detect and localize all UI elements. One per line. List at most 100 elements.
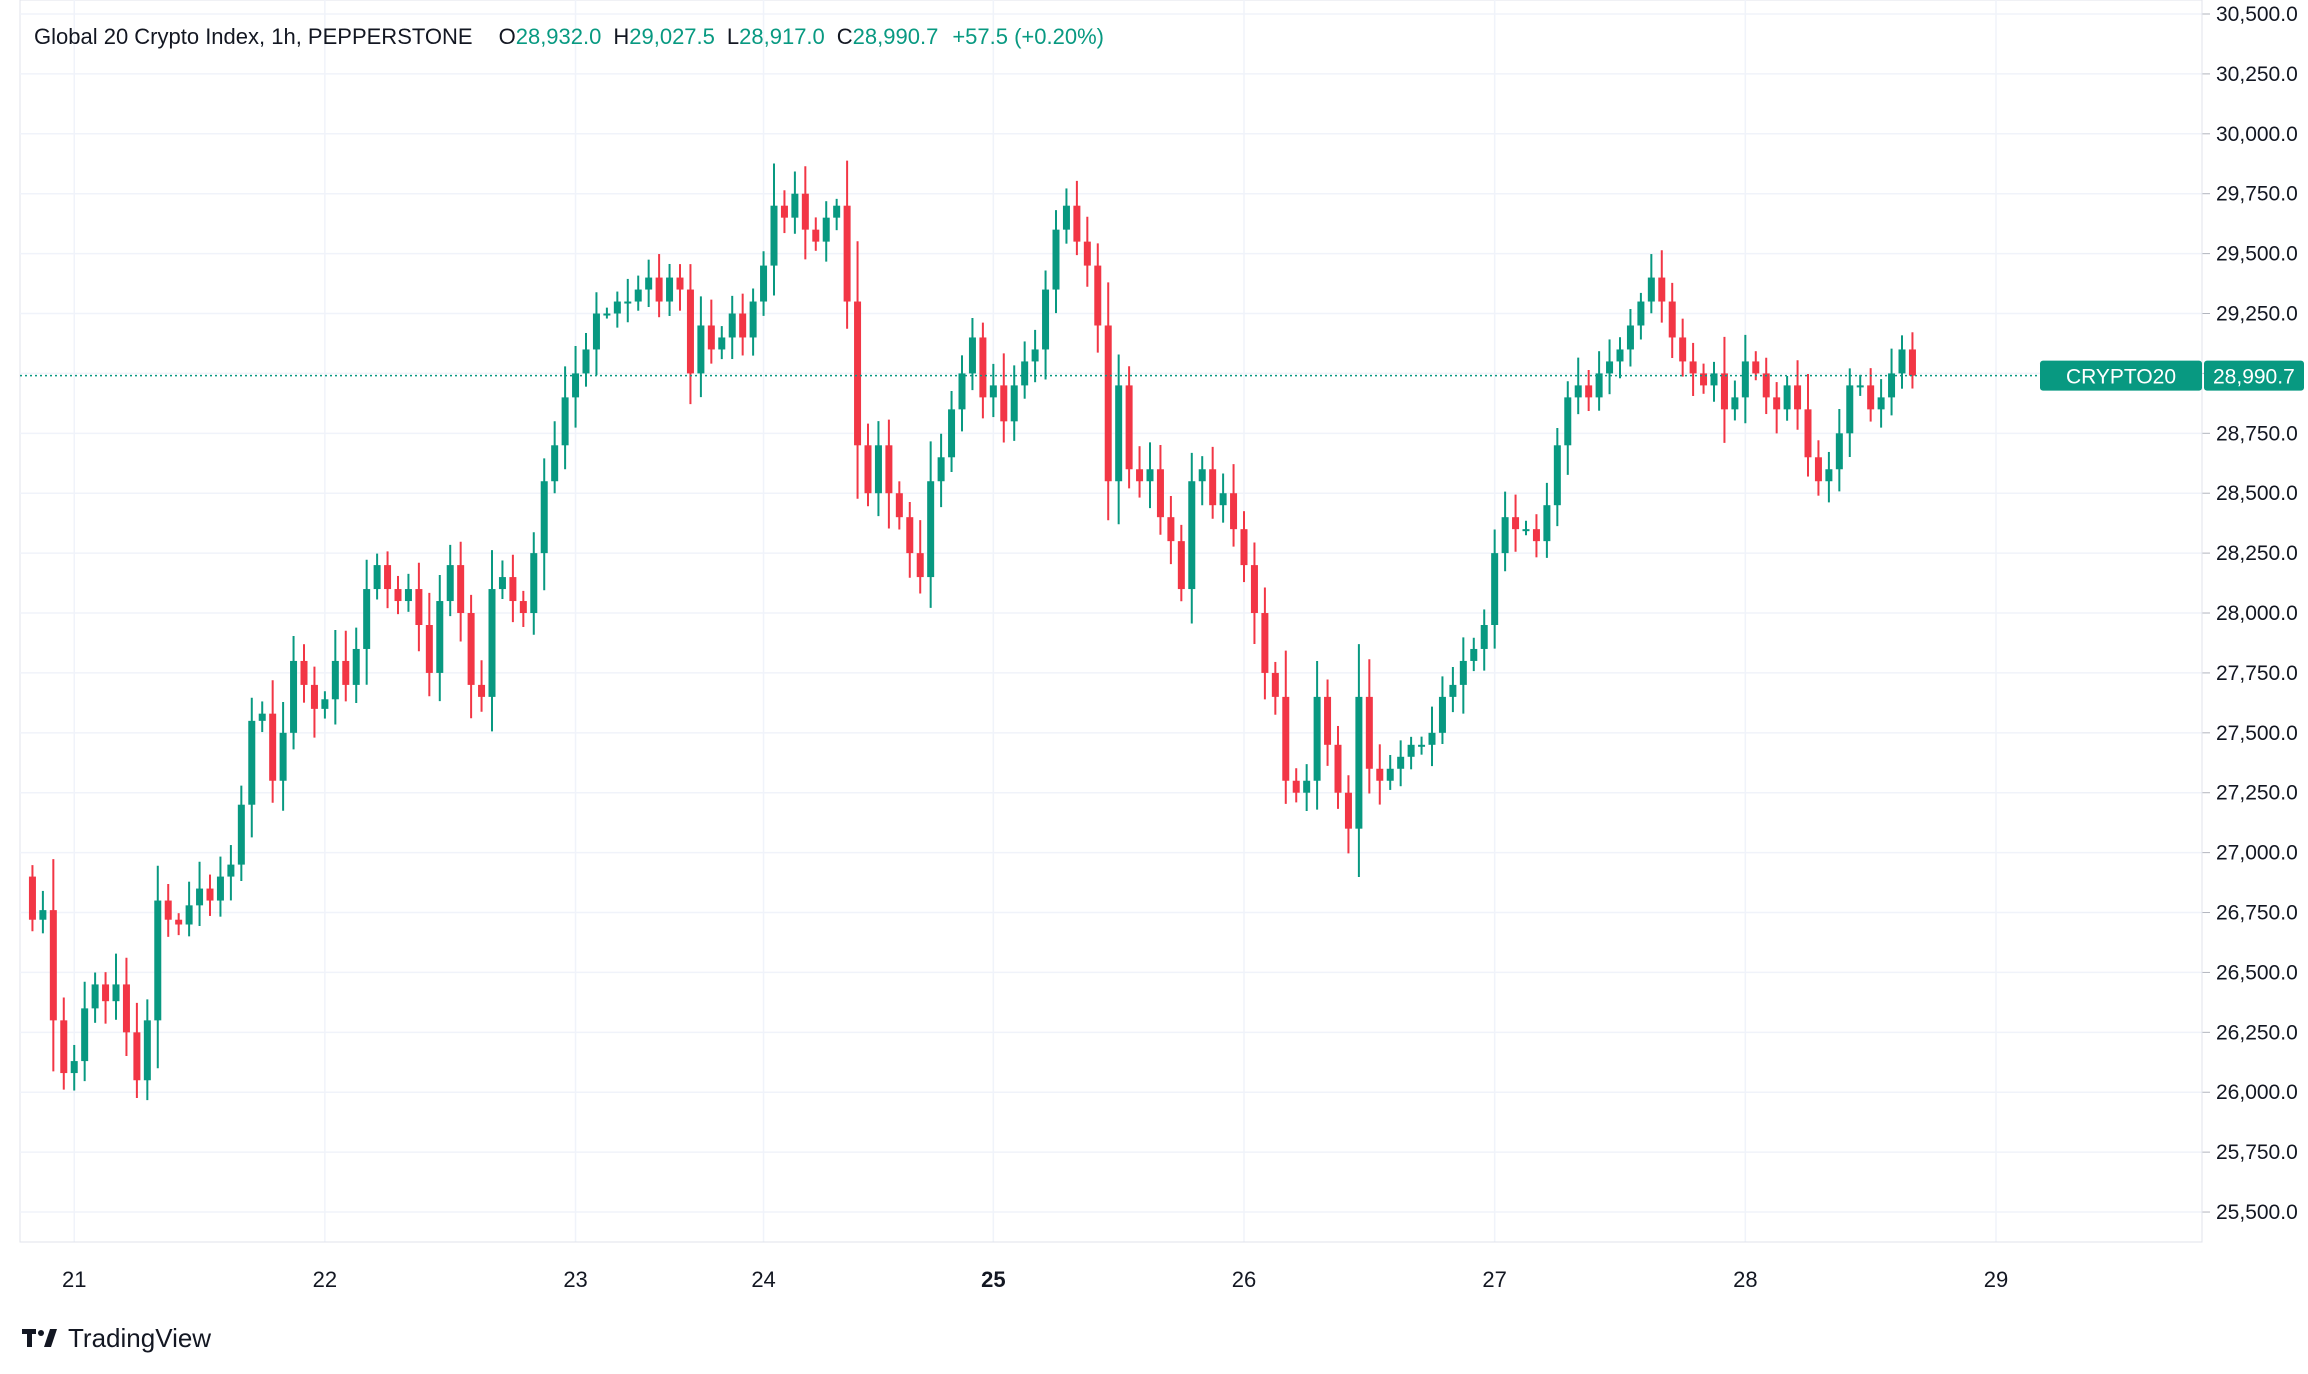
candle-body — [1752, 361, 1760, 374]
candle-body — [1564, 397, 1572, 446]
y-tick-label: 28,500.0 — [2216, 482, 2298, 505]
candle-body — [1888, 373, 1896, 398]
candle-body — [1804, 409, 1812, 458]
candle-body — [1783, 385, 1791, 410]
candle-body — [321, 699, 329, 709]
candle-body — [613, 301, 621, 314]
candle-body — [780, 205, 788, 218]
candle-body — [530, 553, 538, 614]
candle-body — [164, 900, 172, 920]
candle-body — [478, 684, 486, 697]
candle-body — [1365, 696, 1373, 769]
tradingview-brand[interactable]: TradingView — [22, 1320, 211, 1356]
x-tick-label: 25 — [981, 1267, 1005, 1292]
candle-body — [498, 577, 506, 590]
candle-body — [1000, 385, 1008, 422]
candle-body — [864, 445, 872, 494]
candle-body — [425, 625, 433, 673]
y-tick-label: 29,500.0 — [2216, 243, 2298, 266]
candle-body — [1031, 349, 1039, 362]
candle-body — [1344, 792, 1352, 829]
candle-body — [707, 325, 715, 350]
high-label: H — [613, 24, 630, 49]
candle-body — [310, 684, 318, 709]
candle-body — [1083, 241, 1091, 266]
candle-body — [1042, 289, 1050, 350]
candle-body — [948, 409, 956, 458]
candle-body — [1532, 529, 1540, 542]
candles — [28, 160, 1916, 1101]
candle-body — [342, 660, 350, 685]
candle-body — [467, 613, 475, 685]
candle-body — [968, 337, 976, 374]
candle-body — [258, 713, 266, 721]
high-value: 29,027.5 — [629, 24, 715, 49]
candle-body — [1010, 385, 1018, 422]
candle-body — [561, 397, 569, 446]
candle-body — [1794, 385, 1802, 410]
symbol-title: Global 20 Crypto Index, 1h, PEPPERSTONE — [34, 24, 473, 49]
candle-body — [749, 301, 757, 338]
candle-body — [331, 660, 339, 700]
candle-body — [1021, 361, 1029, 386]
candle-body — [1856, 385, 1864, 388]
y-tick-label: 28,000.0 — [2216, 602, 2298, 625]
candle-body — [1710, 373, 1718, 386]
candle-body — [1616, 349, 1624, 362]
candle-body — [1658, 277, 1666, 302]
candle-body — [1835, 433, 1843, 470]
candle-body — [801, 193, 809, 230]
candle-body — [1324, 696, 1332, 745]
y-tick-label: 30,000.0 — [2216, 123, 2298, 146]
candle-body — [906, 517, 914, 554]
candle-body — [1574, 385, 1582, 398]
candle-body — [624, 301, 632, 304]
candle-body — [1271, 672, 1279, 697]
candle-body — [676, 277, 684, 290]
candle-body — [1292, 780, 1300, 793]
candle-body — [1700, 373, 1708, 386]
candle-body — [572, 373, 580, 398]
candle-body — [916, 553, 924, 578]
candle-body — [1814, 457, 1822, 482]
close-value: 28,990.7 — [852, 24, 939, 49]
candle-body — [1501, 517, 1509, 554]
candle-body — [457, 565, 465, 614]
y-tick-label: 25,500.0 — [2216, 1201, 2298, 1224]
plot-frame — [19, 0, 2203, 1243]
low-label: L — [726, 24, 740, 49]
candle-body — [854, 301, 862, 446]
candle-body — [122, 984, 130, 1033]
x-tick-label: 28 — [1733, 1267, 1757, 1292]
chart-legend: Global 20 Crypto Index, 1h, PEPPERSTONE … — [34, 22, 1104, 52]
candle-body — [1230, 493, 1238, 530]
y-tick-label: 27,750.0 — [2216, 662, 2298, 685]
candle-body — [1261, 613, 1269, 673]
candle-body — [1386, 768, 1394, 781]
candle-body — [603, 313, 611, 316]
y-tick-label: 26,750.0 — [2216, 902, 2298, 925]
candle-body — [989, 385, 997, 398]
candle-body — [895, 493, 903, 518]
candle-body — [592, 313, 600, 350]
candle-body — [1647, 277, 1655, 302]
candle-body — [979, 337, 987, 398]
candle-body — [728, 313, 736, 338]
candle-body — [488, 589, 496, 697]
y-tick-label: 27,000.0 — [2216, 842, 2298, 865]
candle-body — [143, 1020, 151, 1081]
candle-body — [1052, 229, 1060, 290]
y-tick-label: 26,000.0 — [2216, 1081, 2298, 1104]
candle-body — [373, 565, 381, 590]
y-tick-label: 26,250.0 — [2216, 1021, 2298, 1044]
candle-body — [509, 577, 517, 602]
candle-body — [1376, 768, 1384, 781]
candle-body — [822, 217, 830, 242]
candle-body — [1606, 361, 1614, 374]
candle-body — [634, 289, 642, 302]
candle-body — [1146, 469, 1154, 482]
y-tick-label: 27,250.0 — [2216, 782, 2298, 805]
candle-body — [666, 277, 674, 302]
